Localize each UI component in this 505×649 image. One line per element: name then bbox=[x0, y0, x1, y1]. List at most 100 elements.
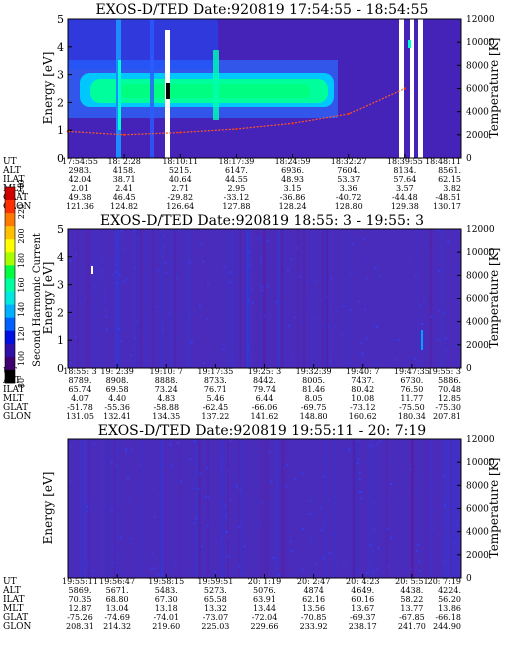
energy-tick-label: 2 bbox=[57, 306, 64, 319]
noise-speck bbox=[361, 352, 364, 355]
noise-speck bbox=[416, 550, 419, 552]
noise-speck bbox=[103, 289, 106, 292]
noise-speck bbox=[266, 285, 269, 288]
noise-speck bbox=[427, 251, 430, 254]
noise-streak bbox=[429, 229, 433, 368]
colorbar-tick-label: 120 bbox=[17, 326, 26, 341]
noise-streak bbox=[179, 439, 182, 578]
colorbar-ticks: 240 220 200 180 160 140 120 100 80 bbox=[17, 179, 26, 388]
noise-speck bbox=[251, 289, 253, 291]
noise-streak bbox=[262, 229, 265, 368]
panel-1-energy-axis: 0 1 2 3 4 5 bbox=[57, 13, 72, 165]
noise-speck bbox=[404, 289, 407, 291]
noise-speck bbox=[112, 548, 114, 551]
noise-speck bbox=[125, 448, 128, 451]
panel-2-ylabel: Energy [eV] bbox=[41, 262, 55, 335]
noise-streak bbox=[352, 439, 355, 578]
noise-speck bbox=[235, 485, 238, 488]
noise-speck bbox=[358, 478, 361, 480]
ephemeris-cell: 3.82 bbox=[443, 184, 461, 193]
energy-tick-label: 4 bbox=[57, 41, 64, 54]
panel-2-spot bbox=[91, 266, 93, 274]
noise-speck bbox=[320, 529, 323, 532]
panel-3-title: EXOS-D/TED Date:920819 19:55:11 - 20: 7:… bbox=[98, 423, 426, 439]
noise-streak bbox=[195, 439, 199, 578]
ephemeris-cell: 13.44 bbox=[253, 604, 276, 613]
ephemeris-cell: 19:40: 7 bbox=[346, 367, 379, 376]
noise-speck bbox=[115, 464, 118, 467]
noise-speck bbox=[195, 517, 198, 520]
noise-speck bbox=[308, 500, 311, 502]
ephemeris-cell: -51.78 bbox=[67, 403, 93, 412]
colorbar-swatch bbox=[5, 278, 15, 292]
ephemeris-cell: -66.06 bbox=[252, 403, 278, 412]
colorbar-swatches bbox=[5, 187, 15, 384]
noise-speck bbox=[111, 509, 114, 512]
noise-speck bbox=[228, 271, 231, 274]
colorbar-tick-label: 180 bbox=[17, 253, 26, 268]
noise-streak bbox=[355, 439, 358, 578]
noise-speck bbox=[328, 498, 330, 501]
colorbar-swatch bbox=[5, 356, 15, 371]
noise-speck bbox=[442, 475, 445, 478]
noise-speck bbox=[357, 458, 360, 461]
noise-speck bbox=[309, 512, 312, 515]
ephemeris-cell: 19:32:39 bbox=[296, 367, 332, 376]
ephemeris-cell: -66.18 bbox=[435, 613, 461, 622]
ephemeris-cell: 121.36 bbox=[66, 202, 94, 211]
noise-speck bbox=[375, 326, 378, 328]
temperature-point bbox=[122, 133, 126, 137]
noise-speck bbox=[259, 521, 262, 524]
noise-streak bbox=[88, 229, 90, 368]
noise-speck bbox=[270, 480, 273, 483]
ephemeris-cell: -58.88 bbox=[153, 403, 179, 412]
ephemeris-cell: 132.41 bbox=[103, 412, 131, 421]
ephemeris-cell: 69.58 bbox=[106, 385, 129, 394]
noise-speck bbox=[110, 461, 113, 464]
ephemeris-cell: 42.04 bbox=[69, 175, 92, 184]
ephemeris-cell: 5076. bbox=[253, 586, 276, 595]
noise-speck bbox=[386, 564, 389, 567]
noise-speck bbox=[161, 327, 164, 330]
ephemeris-cell: 20: 5:51 bbox=[395, 577, 428, 586]
noise-speck bbox=[261, 289, 264, 292]
temperature-tick-label: 4000 bbox=[466, 108, 489, 118]
ephemeris-row-label: GLON bbox=[3, 622, 32, 632]
noise-speck bbox=[189, 458, 192, 461]
noise-streak bbox=[239, 229, 242, 368]
noise-speck bbox=[130, 354, 133, 357]
noise-speck bbox=[307, 302, 310, 305]
ephemeris-cell: 5869. bbox=[69, 586, 92, 595]
noise-speck bbox=[68, 295, 71, 298]
noise-speck bbox=[275, 300, 278, 303]
noise-speck bbox=[225, 517, 228, 520]
noise-speck bbox=[290, 258, 293, 261]
colorbar-tick-label: 240 bbox=[17, 179, 26, 194]
noise-speck bbox=[438, 310, 441, 312]
ephemeris-cell: 4874 bbox=[303, 586, 323, 595]
ephemeris-cell: -36.86 bbox=[280, 193, 306, 202]
ephemeris-cell: -29.82 bbox=[167, 193, 193, 202]
noise-speck bbox=[226, 536, 229, 539]
noise-speck bbox=[444, 337, 447, 340]
panel-1-title: EXOS-D/TED Date:920819 17:54:55 - 18:54:… bbox=[96, 2, 429, 18]
noise-streak bbox=[263, 439, 266, 578]
noise-speck bbox=[365, 276, 368, 279]
noise-speck bbox=[104, 296, 107, 299]
noise-speck bbox=[123, 280, 126, 283]
noise-speck bbox=[238, 526, 241, 529]
ephemeris-cell: 18:32:27 bbox=[331, 157, 367, 166]
noise-streak bbox=[451, 439, 455, 578]
noise-streak bbox=[440, 229, 443, 368]
noise-streak bbox=[455, 439, 457, 578]
noise-speck bbox=[93, 443, 95, 446]
ephemeris-cell: 57.64 bbox=[393, 175, 416, 184]
noise-streak bbox=[281, 439, 284, 578]
noise-speck bbox=[296, 246, 299, 249]
noise-speck bbox=[69, 259, 72, 262]
ephemeris-cell: 229.66 bbox=[251, 622, 279, 631]
ephemeris-cell: 137.22 bbox=[201, 412, 229, 421]
noise-speck bbox=[133, 229, 136, 232]
noise-streak bbox=[277, 229, 281, 368]
noise-streak bbox=[245, 229, 248, 368]
